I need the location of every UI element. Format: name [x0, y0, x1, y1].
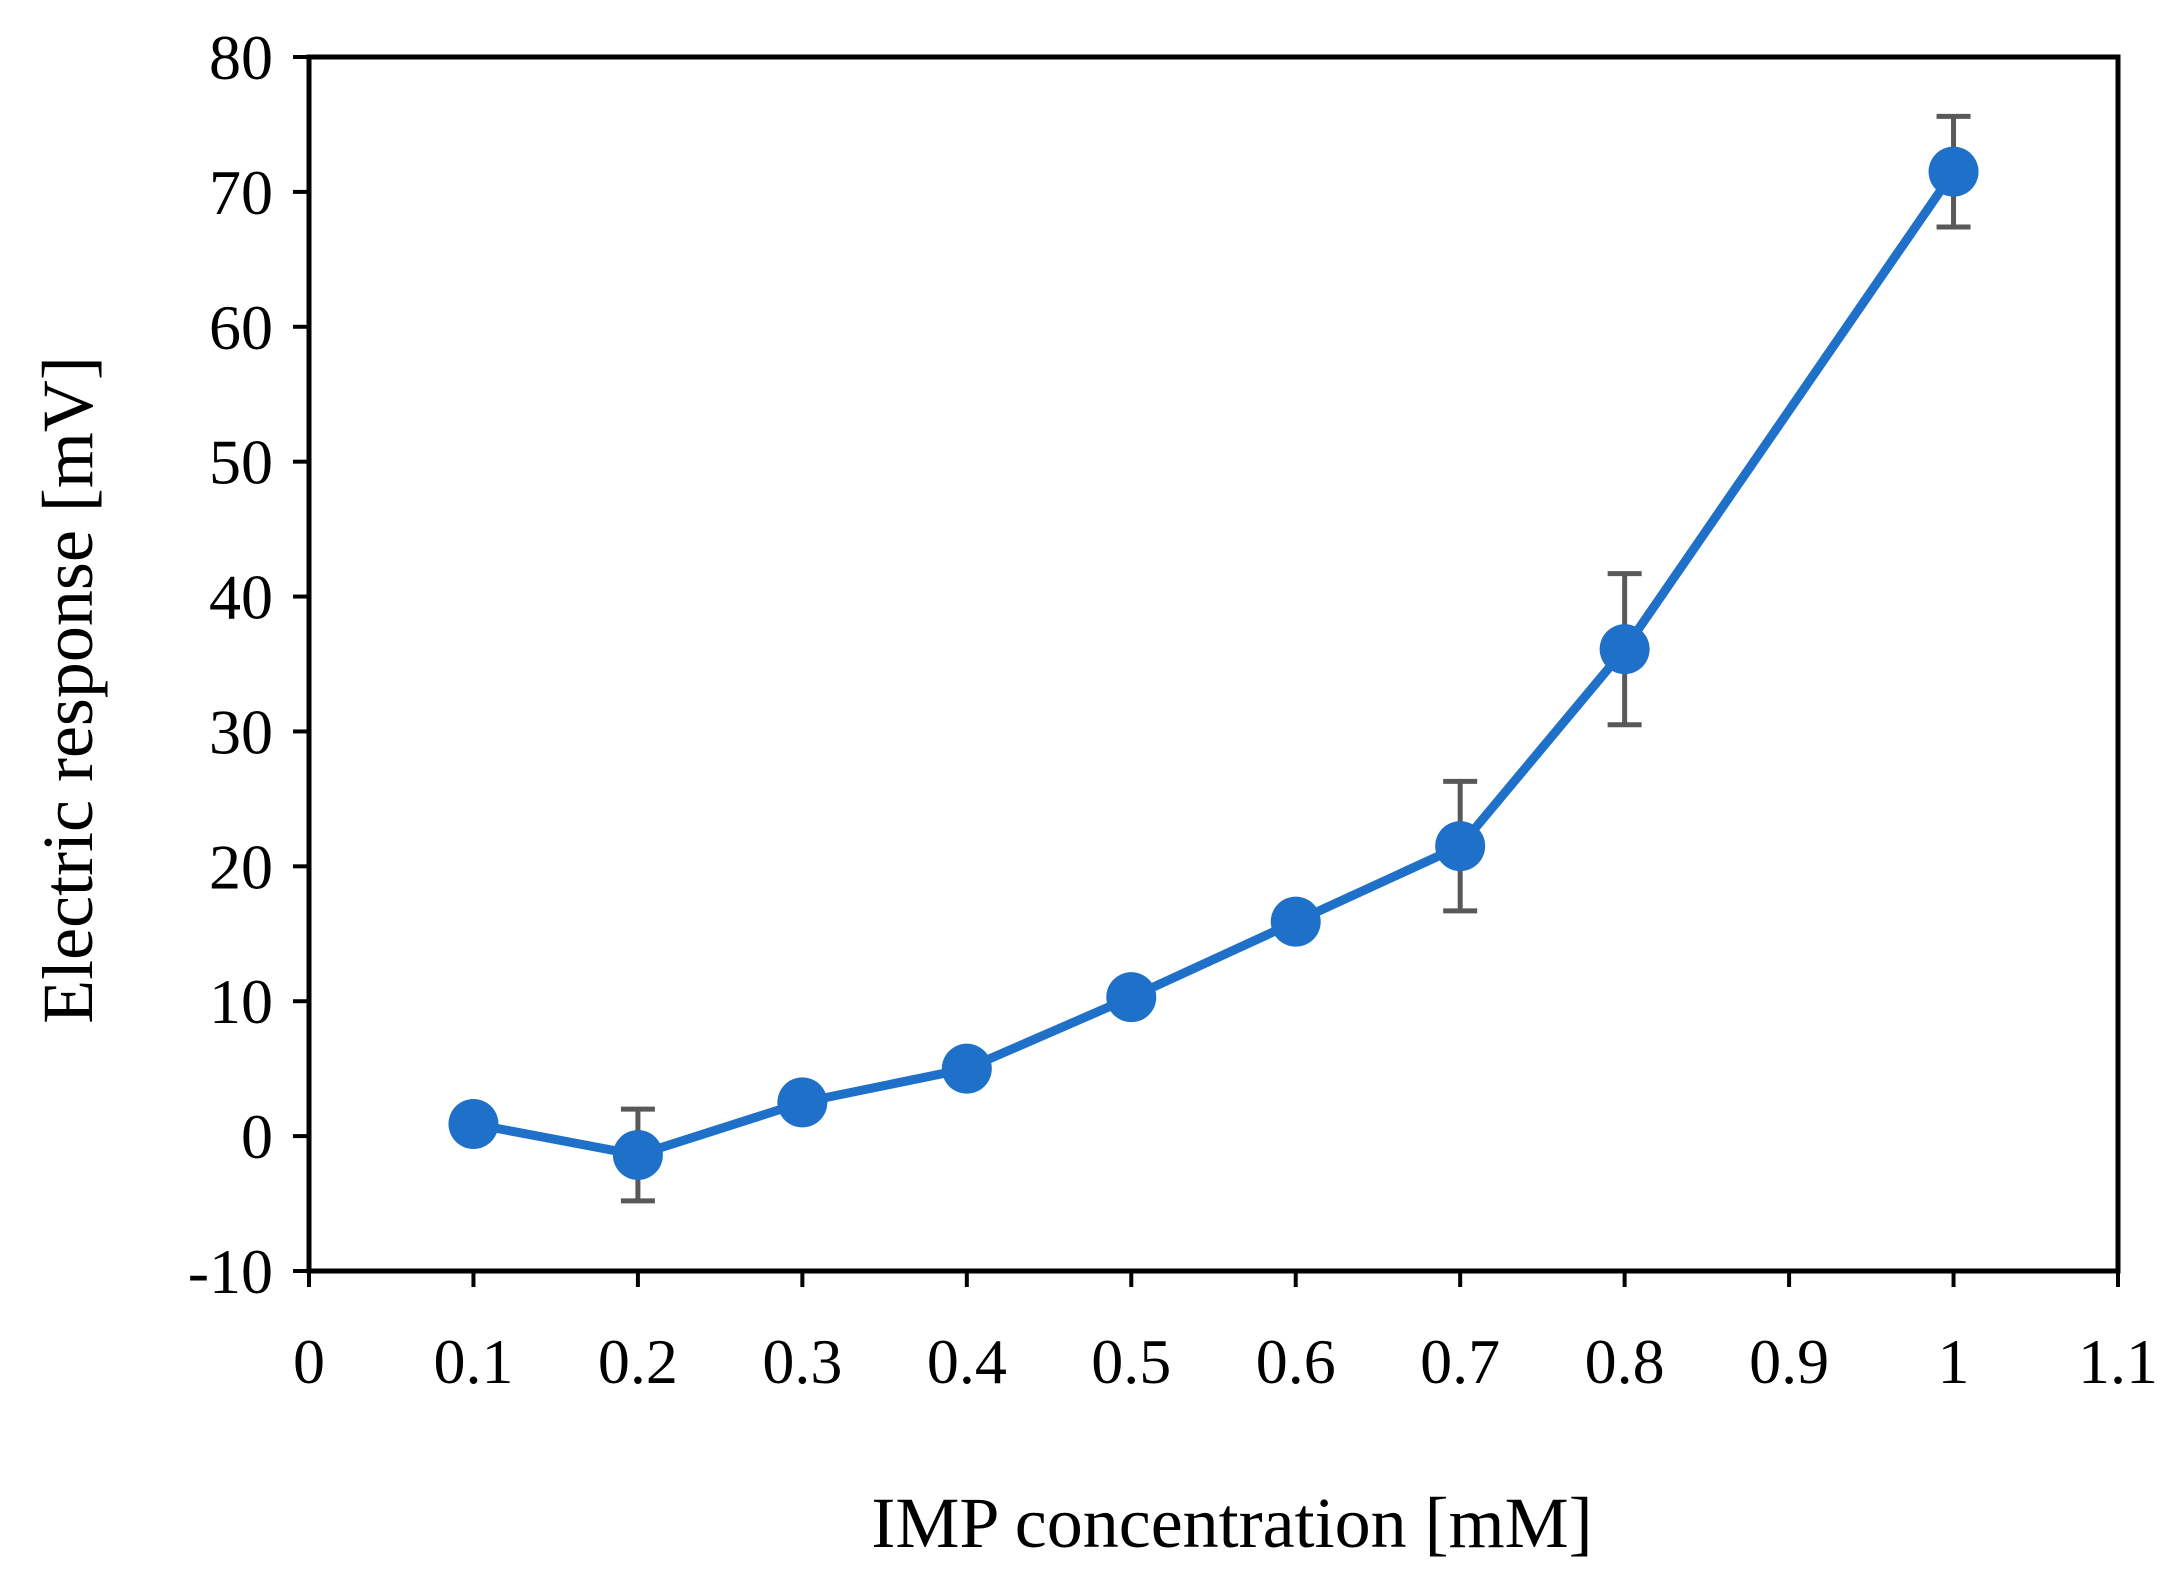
x-tick-label: 0.3	[762, 1326, 842, 1397]
data-point	[777, 1077, 828, 1128]
x-tick-label: 0	[293, 1326, 325, 1397]
y-tick-label: -10	[188, 1236, 273, 1307]
data-point	[1106, 972, 1157, 1023]
x-tick-label: 0.7	[1420, 1326, 1500, 1397]
data-point	[1270, 896, 1321, 947]
data-point	[1928, 146, 1979, 197]
plot-frame	[306, 54, 2121, 1274]
x-tick-label: 0.9	[1749, 1326, 1829, 1397]
x-tick-label: 1.1	[2078, 1326, 2158, 1397]
data-point	[612, 1129, 663, 1180]
x-tick-label: 0.5	[1091, 1326, 1171, 1397]
x-axis-title: IMP concentration [mM]	[871, 1483, 1592, 1563]
data-point	[1599, 624, 1650, 675]
data-point	[1435, 821, 1486, 872]
axis-ticks	[293, 55, 2120, 1287]
data-points	[448, 146, 1979, 1180]
y-tick-label: 80	[209, 22, 273, 93]
y-axis-title: Electric response [mV]	[28, 356, 108, 1024]
y-tick-label: 30	[209, 696, 273, 767]
plot-area	[306, 54, 2121, 1274]
y-tick-label: 0	[241, 1101, 273, 1172]
y-tick-label: 70	[209, 157, 273, 228]
x-tick-label: 0.2	[598, 1326, 678, 1397]
y-tick-label: 20	[209, 831, 273, 902]
x-tick-label: 1	[1938, 1326, 1970, 1397]
data-point	[448, 1098, 499, 1149]
y-tick-label: 40	[209, 562, 273, 633]
error-bars	[620, 113, 1971, 1204]
x-axis-tick-labels: 0 0.1 0.2 0.3 0.4 0.5 0.6 0.7 0.8 0.9 1 1.1	[293, 1326, 2158, 1397]
x-tick-label: 0.6	[1256, 1326, 1336, 1397]
series-line	[472, 169, 1958, 1160]
x-tick-label: 0.8	[1585, 1326, 1665, 1397]
x-tick-label: 0.1	[433, 1326, 513, 1397]
x-tick-label: 0.4	[927, 1326, 1007, 1397]
y-tick-label: 60	[209, 292, 273, 363]
data-point	[941, 1043, 992, 1094]
y-tick-label: 10	[209, 966, 273, 1037]
series-line-layer	[472, 169, 1958, 1160]
y-axis-tick-labels: -10 0 10 20 30 40 50 60 70 80	[188, 22, 273, 1307]
y-tick-label: 50	[209, 427, 273, 498]
